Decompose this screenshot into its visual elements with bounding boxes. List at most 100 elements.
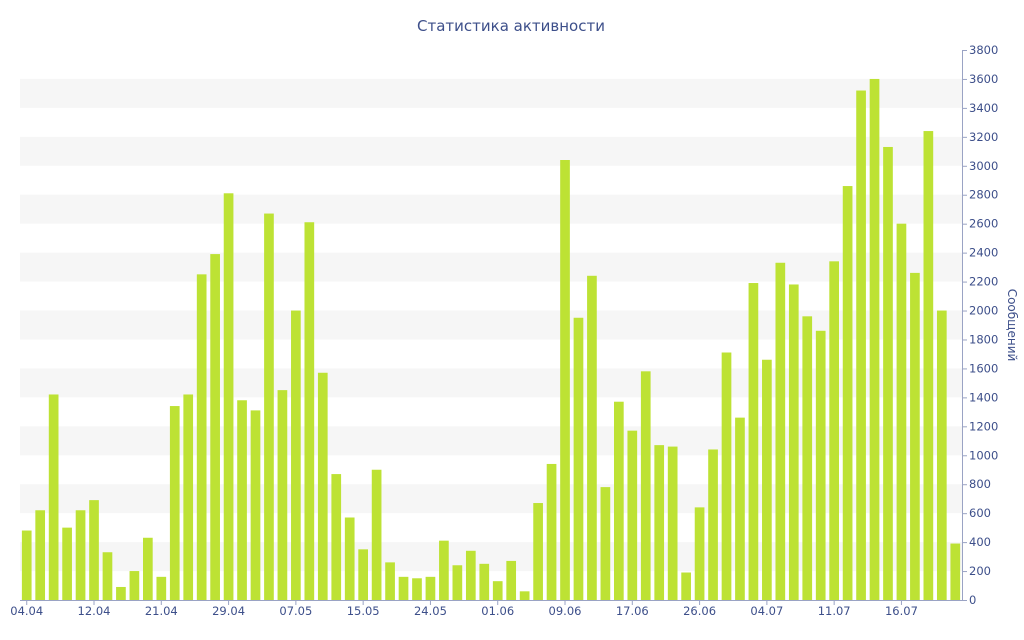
bar[interactable] xyxy=(762,359,772,600)
y-tick-label: 1200 xyxy=(969,419,998,433)
grid-band xyxy=(20,252,962,282)
bar[interactable] xyxy=(842,186,853,601)
bar[interactable] xyxy=(667,446,678,600)
bar[interactable] xyxy=(936,310,947,600)
bar[interactable] xyxy=(317,372,328,600)
bar[interactable] xyxy=(479,563,490,600)
y-tick-label: 1800 xyxy=(969,332,998,346)
bar[interactable] xyxy=(546,463,557,600)
bar[interactable] xyxy=(492,581,503,600)
bar[interactable] xyxy=(708,449,718,600)
bar[interactable] xyxy=(102,552,113,600)
bar[interactable] xyxy=(196,274,207,600)
chart-title: Статистика активности xyxy=(417,17,605,35)
bar[interactable] xyxy=(116,586,126,600)
bar[interactable] xyxy=(815,330,826,600)
x-tick-label: 01.06 xyxy=(481,604,514,618)
bar[interactable] xyxy=(385,562,395,600)
bar[interactable] xyxy=(62,527,72,600)
y-axis-ticks: 0 200 400 600 800 1000 1200 1400 1600 1800 2000 220… xyxy=(962,43,998,607)
y-tick-label: 3800 xyxy=(969,43,998,57)
bar[interactable] xyxy=(223,193,234,601)
bar[interactable] xyxy=(465,550,476,600)
bar[interactable] xyxy=(829,261,839,600)
bar[interactable] xyxy=(452,565,463,600)
bar[interactable] xyxy=(856,90,866,600)
bar[interactable] xyxy=(654,445,665,600)
bar[interactable] xyxy=(143,537,153,600)
bar[interactable] xyxy=(35,510,46,600)
bar[interactable] xyxy=(627,430,638,600)
bar[interactable] xyxy=(910,272,920,600)
bar[interactable] xyxy=(681,572,691,601)
bar[interactable] xyxy=(210,254,220,600)
x-tick-label: 21.04 xyxy=(145,604,178,618)
bar[interactable] xyxy=(640,371,651,600)
bar[interactable] xyxy=(371,469,382,600)
bar[interactable] xyxy=(721,352,732,601)
bar[interactable] xyxy=(883,146,893,600)
bar[interactable] xyxy=(75,510,86,600)
grid-band xyxy=(20,194,962,224)
bar[interactable] xyxy=(748,283,759,600)
y-tick-label: 2000 xyxy=(969,304,998,318)
bar[interactable] xyxy=(923,131,934,601)
bar[interactable] xyxy=(344,517,355,601)
bar[interactable] xyxy=(519,591,530,600)
bar[interactable] xyxy=(264,213,274,601)
x-tick-label: 04.07 xyxy=(750,604,783,618)
bar[interactable] xyxy=(277,390,288,600)
bar[interactable] xyxy=(425,576,436,600)
y-tick-label: 1400 xyxy=(969,390,998,404)
x-tick-label: 11.07 xyxy=(818,604,851,618)
bars xyxy=(21,78,961,601)
bar[interactable] xyxy=(533,503,543,600)
x-tick-label: 07.05 xyxy=(279,604,312,618)
bar[interactable] xyxy=(735,417,745,600)
bar[interactable] xyxy=(506,560,517,600)
y-tick-label: 1000 xyxy=(969,448,998,462)
x-axis-ticks: 04.04 12.04 21.04 29.04 07.05 15.05 24.05 01.06… xyxy=(10,600,918,618)
grid-band xyxy=(20,136,962,166)
bar[interactable] xyxy=(129,571,140,600)
bar[interactable] xyxy=(600,487,611,600)
bar[interactable] xyxy=(183,394,194,600)
bar[interactable] xyxy=(89,500,99,600)
bar[interactable] xyxy=(398,576,409,600)
y-tick-label: 1600 xyxy=(969,361,998,375)
bar[interactable] xyxy=(573,317,584,600)
bar[interactable] xyxy=(250,410,261,600)
bar[interactable] xyxy=(614,401,624,600)
bar[interactable] xyxy=(412,578,422,600)
bar[interactable] xyxy=(331,474,342,600)
y-tick-label: 3000 xyxy=(969,159,998,173)
x-tick-label: 26.06 xyxy=(683,604,716,618)
bar[interactable] xyxy=(869,78,880,600)
y-tick-label: 200 xyxy=(969,564,991,578)
bar[interactable] xyxy=(291,310,301,600)
x-tick-label: 12.04 xyxy=(78,604,111,618)
bar[interactable] xyxy=(21,530,32,600)
bar[interactable] xyxy=(802,316,813,600)
bar[interactable] xyxy=(560,160,570,600)
bar[interactable] xyxy=(950,543,961,600)
bar[interactable] xyxy=(896,223,907,600)
y-tick-label: 0 xyxy=(969,593,976,607)
y-tick-label: 2800 xyxy=(969,188,998,202)
bar[interactable] xyxy=(169,406,180,600)
bar[interactable] xyxy=(587,275,597,600)
bar[interactable] xyxy=(775,262,786,600)
y-tick-label: 2600 xyxy=(969,217,998,231)
bar[interactable] xyxy=(788,284,799,600)
bar[interactable] xyxy=(156,576,167,600)
bar[interactable] xyxy=(358,549,368,600)
y-tick-label: 3400 xyxy=(969,101,998,115)
bar[interactable] xyxy=(304,222,315,601)
bar[interactable] xyxy=(694,507,705,600)
bar[interactable] xyxy=(237,400,247,600)
bar[interactable] xyxy=(48,394,59,600)
x-tick-label: 17.06 xyxy=(616,604,649,618)
y-tick-label: 3200 xyxy=(969,130,998,144)
bar[interactable] xyxy=(439,540,449,600)
